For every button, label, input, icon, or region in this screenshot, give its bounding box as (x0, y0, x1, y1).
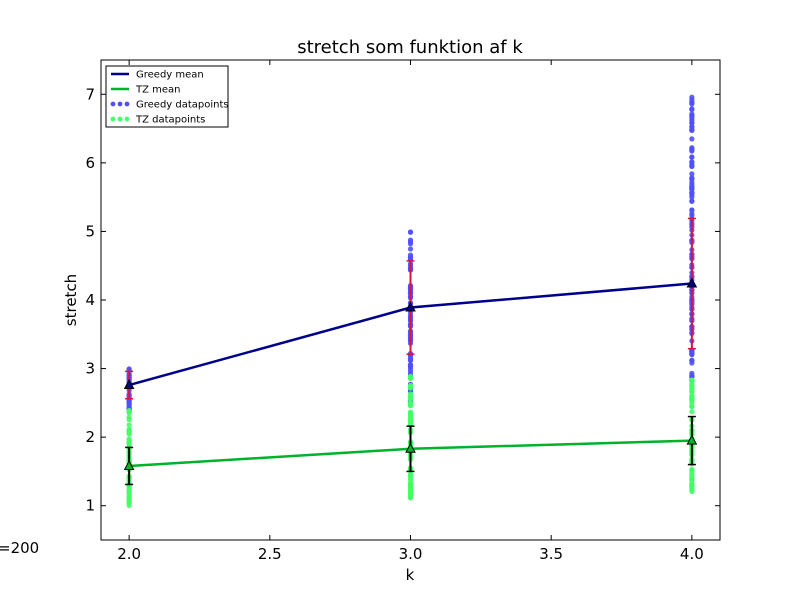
scatter-point (407, 403, 414, 409)
y-axis-label: stretch (62, 274, 80, 326)
x-tick-label: 4.0 (680, 545, 704, 563)
scatter-point (407, 384, 414, 390)
x-axis-label: k (406, 566, 415, 584)
scatter-point (689, 190, 695, 196)
scatter-point (407, 255, 414, 261)
scatter-point (407, 494, 414, 501)
scatter-point (407, 491, 414, 497)
y-tick-label: 7 (85, 85, 95, 103)
scatter-point (689, 473, 695, 479)
scatter-point (126, 422, 132, 428)
scatter-point (689, 94, 695, 100)
mean-marker (405, 442, 416, 453)
y-tick-label: 3 (85, 360, 95, 378)
x-tick-label: 3.5 (539, 545, 563, 563)
scatter-point (689, 154, 695, 160)
scatter-point (689, 467, 695, 474)
scatter-point (689, 136, 695, 142)
x-tick-label: 3.0 (399, 545, 423, 563)
legend-label: Greedy mean (136, 70, 204, 81)
legend: Greedy mean TZ mean Greedy datapoints TZ da… (105, 65, 229, 128)
legend-marker-swatch (117, 116, 123, 122)
y-tick-label: 4 (85, 291, 95, 309)
legend-label: TZ datapoints (135, 115, 205, 126)
scatter-point (126, 427, 132, 433)
legend-label: TZ mean (135, 85, 181, 96)
legend-label: Greedy datapoints (136, 100, 229, 111)
mean-marker (686, 277, 698, 288)
y-tick-label: 6 (85, 154, 95, 172)
scatter-point (407, 241, 414, 247)
scatter-point (689, 147, 695, 153)
mean-marker (123, 459, 135, 470)
scatter-point (407, 418, 414, 425)
scatter-point (689, 385, 695, 392)
side-note: =200 (0, 539, 39, 557)
x-tick-label: 2.0 (117, 545, 141, 563)
scatter-point (689, 378, 695, 384)
scatter-point (689, 176, 695, 182)
legend-marker-swatch (124, 116, 130, 122)
scatter-point (689, 120, 695, 126)
plot-area (123, 94, 698, 509)
scatter-point (126, 502, 132, 509)
scatter-point (407, 362, 414, 368)
scatter-point (407, 246, 414, 252)
scatter-point (689, 107, 695, 113)
scatter-point (407, 413, 414, 419)
scatter-point (407, 471, 414, 477)
axis-ticks: 2.0 2.5 3.0 3.5 4.0 1 2 3 4 5 6 7 (85, 60, 720, 563)
chart-title: stretch som funktion af k (297, 37, 523, 58)
y-tick-label: 2 (85, 428, 95, 446)
y-tick-label: 1 (85, 497, 95, 515)
scatter-point (407, 375, 414, 381)
scatter-point (126, 436, 132, 442)
scatter-point (689, 483, 695, 489)
scatter-point (689, 198, 695, 204)
scatter-point (689, 179, 695, 185)
scatter-point (126, 495, 132, 501)
legend-marker-swatch (117, 101, 123, 107)
scatter-point (689, 394, 695, 400)
mean-marker (123, 378, 135, 390)
scatter-point (407, 397, 414, 403)
scatter-point (407, 482, 414, 488)
scatter-point (407, 229, 414, 235)
y-tick-label: 5 (85, 222, 95, 240)
x-tick-label: 2.5 (258, 545, 282, 563)
legend-marker-swatch (110, 116, 116, 122)
scatter-point (689, 171, 695, 177)
scatter-point (689, 488, 695, 495)
mean-marker (405, 301, 416, 312)
scatter-point (126, 414, 132, 420)
scatter-point (689, 127, 695, 133)
scatter-point (689, 207, 695, 213)
scatter-point (689, 409, 695, 415)
scatter-point (689, 404, 695, 410)
scatter-point (689, 350, 695, 357)
legend-marker-swatch (110, 101, 116, 107)
scatter-point (689, 184, 695, 190)
scatter-point (689, 161, 695, 168)
scatter-point (407, 357, 414, 363)
mean-marker (686, 434, 698, 445)
scatter-point (689, 99, 695, 105)
scatter-point (689, 111, 695, 117)
legend-marker-swatch (124, 101, 130, 107)
scatter-point (407, 237, 414, 243)
scatter-point (689, 194, 695, 200)
scatter-point (126, 409, 132, 415)
scatter-point (689, 360, 695, 366)
scatter-point (126, 490, 132, 496)
